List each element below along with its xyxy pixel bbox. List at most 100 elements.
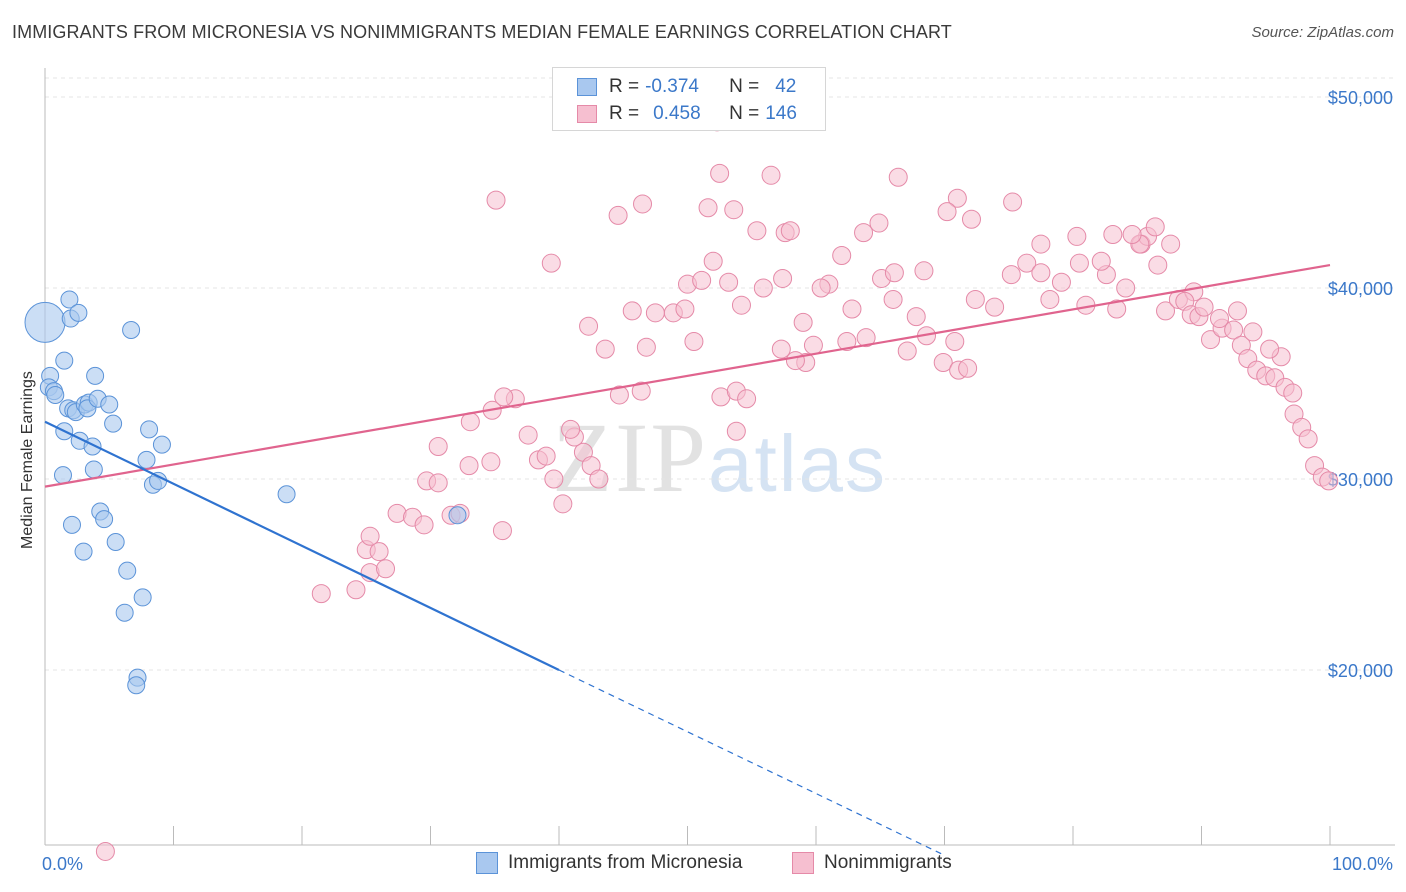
y-tick-label-0: $20,000	[1328, 661, 1393, 681]
point-nonimmigrants-0	[95, 841, 115, 861]
point-nonimmigrants-115	[1298, 429, 1318, 449]
point-nonimmigrants-124	[1209, 309, 1229, 329]
point-micronesia-34	[74, 542, 93, 561]
point-nonimmigrants-31	[561, 419, 581, 439]
point-micronesia-41	[448, 506, 467, 525]
point-nonimmigrants-46	[703, 251, 723, 271]
point-nonimmigrants-139	[724, 200, 744, 220]
point-nonimmigrants-127	[710, 163, 730, 183]
point-nonimmigrants-75	[897, 341, 917, 361]
point-micronesia-5	[46, 385, 65, 404]
y-tick-label-3: $50,000	[1328, 88, 1393, 108]
point-nonimmigrants-104	[1200, 330, 1220, 350]
trendline-micronesia	[44, 420, 560, 671]
point-micronesia-22	[104, 414, 123, 433]
point-micronesia-27	[84, 460, 103, 479]
point-nonimmigrants-62	[771, 339, 791, 359]
point-micronesia-36	[133, 588, 152, 607]
point-nonimmigrants-121	[1260, 339, 1280, 359]
legend-n-value-2: 146	[765, 103, 797, 124]
point-nonimmigrants-16	[428, 437, 448, 457]
point-micronesia-0	[24, 301, 66, 343]
point-nonimmigrants-27	[553, 494, 573, 514]
bottom-legend-micronesia: Immigrants from Micronesia	[476, 852, 742, 874]
point-nonimmigrants-71	[884, 263, 904, 283]
point-nonimmigrants-131	[1031, 234, 1051, 254]
point-nonimmigrants-58	[793, 312, 813, 332]
point-nonimmigrants-56	[747, 221, 767, 241]
point-nonimmigrants-137	[633, 194, 653, 214]
point-nonimmigrants-67	[842, 299, 862, 319]
point-nonimmigrants-51	[726, 421, 746, 441]
point-nonimmigrants-85	[1031, 263, 1051, 283]
point-nonimmigrants-52	[731, 295, 751, 315]
point-micronesia-23	[140, 420, 159, 439]
y-tick-label-1: $30,000	[1328, 470, 1393, 490]
point-nonimmigrants-138	[698, 198, 718, 218]
x-tick-label-1: 100.0%	[1332, 854, 1393, 874]
point-nonimmigrants-2	[346, 580, 366, 600]
chart-title: IMMIGRANTS FROM MICRONESIA VS NONIMMIGRA…	[12, 22, 952, 42]
point-nonimmigrants-1	[311, 584, 331, 604]
point-micronesia-31	[95, 510, 114, 529]
point-nonimmigrants-22	[494, 387, 514, 407]
point-nonimmigrants-126	[761, 165, 781, 185]
point-nonimmigrants-55	[780, 221, 800, 241]
bottom-swatch-micronesia	[476, 852, 498, 874]
point-nonimmigrants-50	[737, 389, 757, 409]
trendline-nonimmigrants	[44, 263, 1331, 488]
point-nonimmigrants-72	[914, 261, 934, 281]
point-nonimmigrants-33	[609, 385, 629, 405]
point-micronesia-33	[106, 533, 125, 552]
point-micronesia-37	[115, 603, 134, 622]
point-nonimmigrants-88	[1069, 253, 1089, 273]
point-nonimmigrants-64	[811, 278, 831, 298]
legend-n-label-2: N =	[729, 103, 760, 124]
legend-n-label-1: N =	[729, 76, 760, 97]
bottom-legend-nonimmigrants: Nonimmigrants	[792, 852, 952, 874]
legend-row-nonimmigrants: R = 0.458 N = 146	[577, 103, 797, 125]
point-nonimmigrants-35	[595, 339, 615, 359]
point-nonimmigrants-69	[837, 331, 857, 351]
point-nonimmigrants-136	[608, 205, 628, 225]
point-nonimmigrants-36	[579, 316, 599, 336]
point-nonimmigrants-26	[544, 469, 564, 489]
point-nonimmigrants-132	[1067, 226, 1087, 246]
point-nonimmigrants-42	[675, 299, 695, 319]
point-nonimmigrants-13	[428, 473, 448, 493]
point-nonimmigrants-86	[1040, 289, 1060, 309]
point-nonimmigrants-123	[1227, 301, 1247, 321]
point-nonimmigrants-23	[518, 425, 538, 445]
x-tick-label-0: 0.0%	[42, 854, 83, 874]
point-micronesia-32	[62, 515, 81, 534]
point-nonimmigrants-106	[1224, 320, 1244, 340]
point-nonimmigrants-10	[414, 515, 434, 535]
point-nonimmigrants-83	[1001, 265, 1021, 285]
point-nonimmigrants-40	[645, 303, 665, 323]
legend-r-label-2: R =	[609, 103, 640, 124]
point-nonimmigrants-143	[1122, 225, 1142, 245]
point-nonimmigrants-57	[773, 268, 793, 288]
y-tick-label-2: $40,000	[1328, 279, 1393, 299]
point-nonimmigrants-82	[985, 297, 1005, 317]
point-nonimmigrants-7	[360, 526, 380, 546]
point-nonimmigrants-130	[1003, 192, 1023, 212]
point-nonimmigrants-91	[1091, 251, 1111, 271]
legend-r-value-1: -0.374	[645, 76, 699, 97]
point-nonimmigrants-98	[1156, 301, 1176, 321]
point-nonimmigrants-68	[856, 328, 876, 348]
point-micronesia-24	[152, 435, 171, 454]
bottom-legend-label-2: Nonimmigrants	[824, 852, 952, 873]
legend-r-value-2: 0.458	[653, 103, 701, 124]
legend-n-value-1: 42	[775, 76, 797, 97]
legend-row-micronesia: R = -0.374 N = 42	[577, 76, 796, 98]
point-nonimmigrants-74	[906, 307, 926, 327]
point-nonimmigrants-87	[1051, 272, 1071, 292]
point-nonimmigrants-133	[1103, 225, 1123, 245]
point-nonimmigrants-118	[1319, 471, 1339, 491]
legend-swatch-nonimmigrants	[577, 105, 597, 123]
point-nonimmigrants-6	[369, 542, 389, 562]
point-nonimmigrants-80	[958, 358, 978, 378]
point-nonimmigrants-47	[719, 272, 739, 292]
point-nonimmigrants-81	[965, 289, 985, 309]
